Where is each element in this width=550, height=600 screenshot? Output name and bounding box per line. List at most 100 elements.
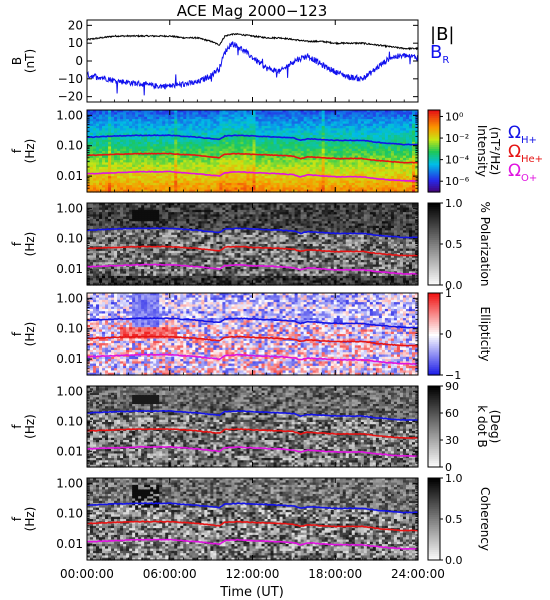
spectrogram-cell [174,130,178,134]
spectrogram-cell [135,112,139,116]
spectrogram-cell [135,164,139,168]
spectrogram-cell [234,119,239,122]
spectrogram-cell [198,121,202,125]
spectrogram-cell [195,112,199,116]
spectrogram-cell [99,121,103,125]
spectrogram-cell [228,157,233,161]
spectrogram-cell [171,164,175,168]
spectrogram-cell [210,139,214,143]
spectrogram-cell [105,130,109,134]
spectrogram-cell [246,121,251,125]
y-tick-label: 20 [68,18,83,32]
spectrogram-cell [246,114,251,118]
spectrogram-cell [174,128,178,132]
spectrogram-cell [90,173,94,177]
spectrogram-cell [168,176,172,179]
spectrogram-cell [111,176,115,179]
spectrogram-cell [105,125,109,129]
spectrogram-cell [219,141,224,145]
spectrogram-cell [159,123,163,127]
spectrogram-cell [177,151,181,154]
spectrogram-cell [234,151,239,154]
spectrogram-cell [213,119,217,122]
spectrogram-cell [183,125,187,129]
spectrogram-cell [189,187,193,191]
spectrogram-cell [177,132,181,136]
colorbar-tick-label: 10⁻² [445,132,469,145]
spectrogram-cell [204,132,208,136]
spectrogram-cell [171,116,175,120]
spectrogram-cell [204,187,208,191]
spectrogram-cell [210,135,214,138]
spectrogram-cell [183,164,187,168]
spectrogram-cell [177,185,181,189]
spectrogram-cell [198,171,202,175]
spectrogram-cell [90,187,94,191]
spectrogram-cell [174,123,178,127]
spectrogram-cell [183,139,187,143]
spectrogram-cell [138,139,142,143]
spectrogram-cell [174,189,178,193]
spectrogram-cell [207,176,211,179]
spectrogram-cell [123,180,127,184]
spectrogram-cell [210,151,214,154]
spectrogram-cell [204,114,208,118]
spectrogram-cell [126,148,130,152]
spectrogram-cell [222,187,227,191]
spectrogram-cell [180,146,184,150]
spectrogram-cell [117,114,121,118]
spectrogram-cell [231,173,236,177]
spectrogram-cell [123,139,127,143]
spectrogram-cell [117,155,121,159]
spectrogram-cell [231,128,236,132]
spectrogram-cell [243,137,248,141]
spectrogram-cell [129,119,133,122]
spectrogram-cell [90,185,94,189]
spectrogram-cell [147,187,151,191]
spectrogram-cell [174,141,178,145]
spectrogram-cell [231,139,236,143]
spectrogram-cell [153,128,157,132]
spectrogram-cell [153,180,157,184]
spectrogram-cell [117,189,121,193]
spectrogram-cell [183,132,187,136]
spectrogram-cells [87,110,419,193]
spectrogram-cell [120,162,124,166]
spectrogram-cell [99,144,103,148]
spectrogram-cell [171,155,175,159]
spectrogram-cell [168,123,172,127]
spectrogram-cell [186,155,190,159]
spectrogram-cell [120,185,124,189]
spectrogram-cell [234,137,239,141]
spectrogram-cell [108,157,112,161]
plot-area [87,20,418,102]
spectrogram-cell [117,123,121,127]
spectrogram-cell [117,146,121,150]
spectrogram-cell [183,162,187,166]
spectrogram-cell [114,132,118,136]
spectrogram-cell [135,125,139,129]
spectrogram-cell [93,121,97,125]
spectrogram-cell [96,189,100,193]
spectrogram-cell [96,119,100,122]
spectrogram-cell [102,112,106,116]
spectrogram-cell [135,155,139,159]
spectrogram-cell [228,123,233,127]
spectrogram-cell [123,110,127,113]
spectrogram-cell [219,114,224,118]
spectrogram-cell [123,173,127,177]
spectrogram-cell [219,185,224,189]
spectrogram-cell [159,119,163,122]
spectrogram-cell [117,187,121,191]
spectrogram-cell [189,151,193,154]
spectrogram-cell [240,110,245,113]
spectrogram-cell [108,162,112,166]
spectrogram-cell [183,157,187,161]
spectrogram-cell [147,178,151,182]
spectrogram-cell [192,160,196,163]
spectrogram-cell [87,132,91,136]
spectrogram-cell [189,148,193,152]
spectrogram-cell [111,116,115,120]
spectrogram-cell [228,128,233,132]
